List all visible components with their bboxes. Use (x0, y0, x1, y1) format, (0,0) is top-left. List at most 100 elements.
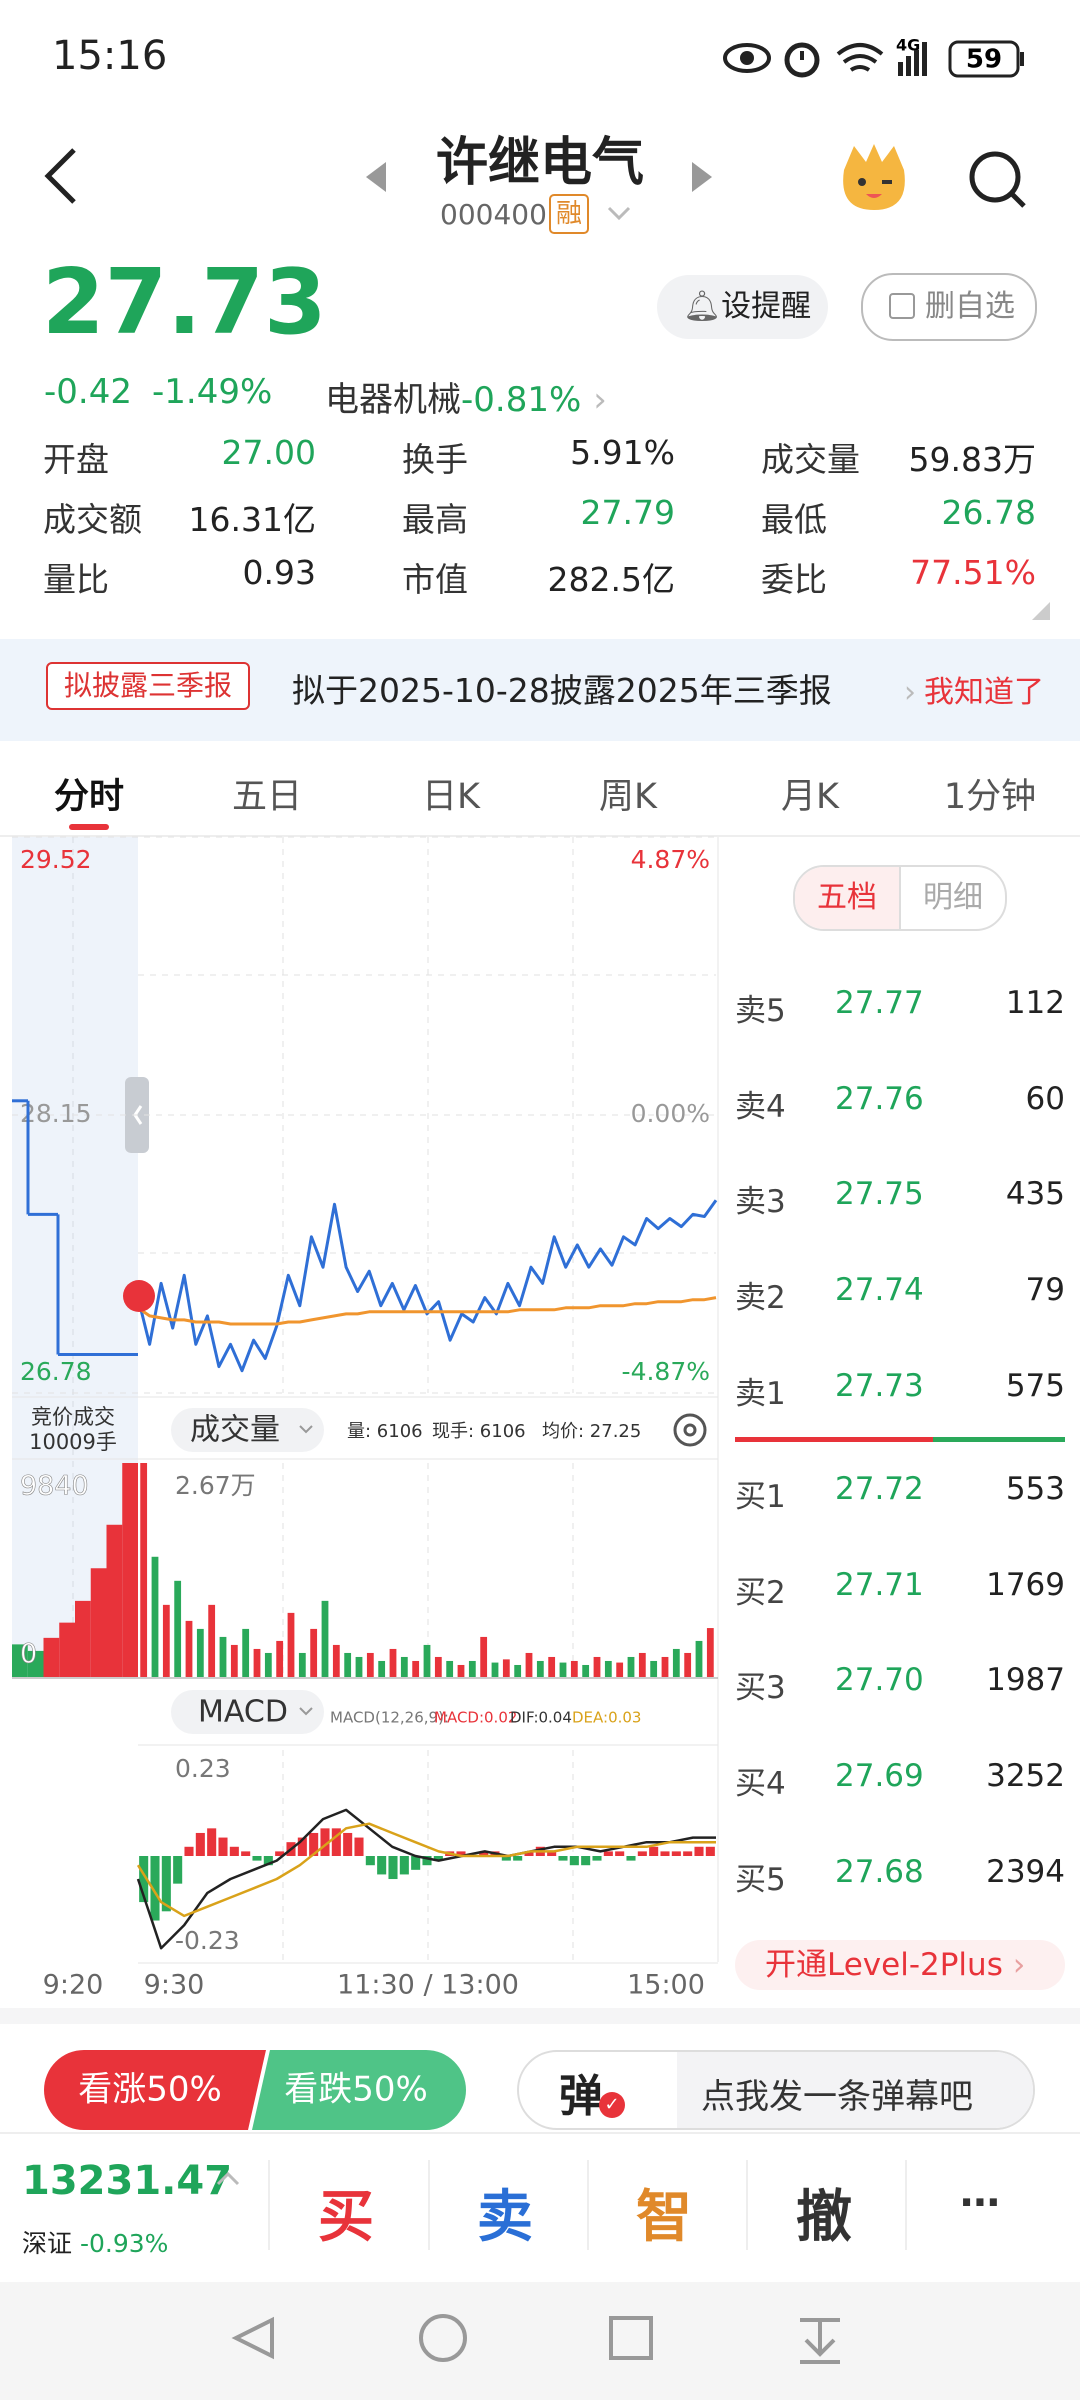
toggle-detail[interactable]: 明细 (923, 880, 983, 915)
bear-button[interactable] (252, 2050, 466, 2130)
danmaku-input[interactable]: 弹 ✓ 点我发一条弹幕吧 (517, 2050, 1035, 2130)
y-tick-label: 2.67万 (175, 1471, 256, 1500)
volume-bar (230, 1644, 238, 1677)
volume-bar (491, 1662, 499, 1677)
tab-underline (69, 824, 109, 830)
tab[interactable]: 月K (781, 777, 839, 817)
book-label: 卖4 (735, 1089, 786, 1125)
volume-bar (514, 1664, 522, 1677)
volume-bar (151, 1556, 159, 1677)
tab[interactable]: 五日 (231, 777, 302, 817)
stat-value: 27.00 (221, 433, 316, 472)
volume-bar (174, 1580, 182, 1677)
stat-label: 量比 (43, 560, 109, 599)
volume-bar (276, 1640, 284, 1677)
x-tick-label: 11:30 / 13:00 (337, 1970, 519, 2001)
action-separator (428, 2160, 430, 2250)
macd-bar (275, 1851, 285, 1856)
search-button[interactable] (966, 148, 1030, 212)
action-button[interactable]: 买 (318, 2185, 374, 2250)
average-line (137, 1296, 717, 1326)
next-stock[interactable] (686, 160, 716, 194)
book-label: 买2 (735, 1575, 786, 1611)
sector[interactable]: 电器机械-0.81% › (325, 380, 607, 420)
macd-bar (241, 1851, 251, 1856)
macd-bar (218, 1837, 228, 1856)
index-value[interactable]: 13231.47 (22, 2158, 233, 2204)
level2-button[interactable]: 开通Level-2Plus › (735, 1940, 1065, 1990)
notice-dismiss[interactable]: › 我知道了 (904, 675, 1044, 710)
stock-code: 000400 (440, 198, 547, 231)
nav-hide[interactable] (800, 2318, 840, 2364)
macd-info: MACD:0.02 (434, 1709, 517, 1727)
danmaku-placeholder: 点我发一条弹幕吧 (701, 2077, 973, 2117)
prev-stock[interactable] (362, 160, 392, 194)
macd-bar (479, 1851, 489, 1856)
stat-label: 成交额 (43, 500, 142, 539)
volume-bar (446, 1660, 454, 1677)
auction-volume-bar (59, 1622, 75, 1677)
x-tick-label: 9:20 (43, 1970, 104, 2001)
unwatch-text: 删自选 (925, 289, 1015, 324)
macd-bar (411, 1856, 421, 1870)
indicator-button[interactable] (171, 1408, 324, 1452)
status-time: 15:16 (52, 33, 168, 79)
volume-bar (185, 1620, 193, 1677)
stat-value: 16.31亿 (188, 500, 316, 539)
margin-badge: 融 (549, 194, 589, 234)
remind-button[interactable]: 🔔︎设提醒 (657, 275, 828, 339)
auction-volume-bar (27, 1650, 44, 1677)
nav-back[interactable] (231, 2316, 274, 2360)
macd-bar (297, 1837, 307, 1856)
tab[interactable]: 周K (599, 777, 657, 817)
action-button[interactable]: 卖 (477, 2185, 533, 2250)
more-button[interactable]: ⋯ (960, 2180, 1000, 2226)
y-tick-label: 9840 (20, 1471, 89, 1502)
tab[interactable]: 日K (422, 777, 480, 817)
action-button[interactable]: 撤 (796, 2185, 852, 2250)
price-line (136, 1199, 718, 1373)
y-tick-label: 28.15 (20, 1099, 92, 1128)
action-button[interactable]: 智 (636, 2185, 692, 2250)
volume-info: 量: 6106 (347, 1421, 423, 1442)
settings-icon[interactable] (673, 1413, 707, 1447)
volume-bar (570, 1660, 578, 1677)
volume-bar (162, 1604, 170, 1677)
stat-value: 59.83万 (908, 440, 1036, 479)
nav-home[interactable] (419, 2314, 467, 2362)
dropdown[interactable] (606, 205, 632, 223)
bull-button[interactable] (44, 2050, 266, 2130)
index-toggle[interactable] (216, 2170, 240, 2186)
macd-bar (626, 1856, 636, 1861)
macd-bar (377, 1856, 387, 1875)
book-volume: 112 (1005, 985, 1065, 1021)
expand-corner[interactable] (1030, 600, 1052, 622)
back-button[interactable] (40, 146, 90, 206)
mascot[interactable] (834, 140, 914, 214)
volume-bar (593, 1656, 601, 1677)
volume-bar (457, 1664, 465, 1677)
macd-bar (343, 1832, 353, 1856)
stat-value: 282.5亿 (547, 560, 675, 599)
tab[interactable]: 1分钟 (943, 777, 1037, 817)
book-price: 27.69 (835, 1758, 924, 1794)
book-label: 买5 (735, 1862, 786, 1898)
auction-label: 竞价成交 (31, 1405, 115, 1429)
stat-label: 最低 (761, 500, 827, 539)
indicator-button[interactable] (171, 1690, 324, 1734)
toggle-level5[interactable]: 五档 (795, 867, 901, 929)
indicator-name: MACD (198, 1695, 288, 1730)
macd-bar (195, 1832, 205, 1856)
volume-bar (434, 1656, 442, 1677)
intraday-chart: 29.52 4.87% 28.15 0.00% 26.78 -4.87% 9:20 9:30 1… (12, 836, 719, 2001)
unwatch-button[interactable]: 删自选 (861, 273, 1037, 341)
book-label: 卖3 (735, 1184, 786, 1220)
volume-bar (650, 1660, 658, 1677)
nav-recent[interactable] (609, 2316, 653, 2360)
macd-bar (660, 1851, 670, 1856)
volume-bar (378, 1660, 386, 1677)
macd-bar (161, 1856, 171, 1912)
tab[interactable]: 分时 (53, 777, 124, 817)
macd-bar (320, 1828, 330, 1856)
